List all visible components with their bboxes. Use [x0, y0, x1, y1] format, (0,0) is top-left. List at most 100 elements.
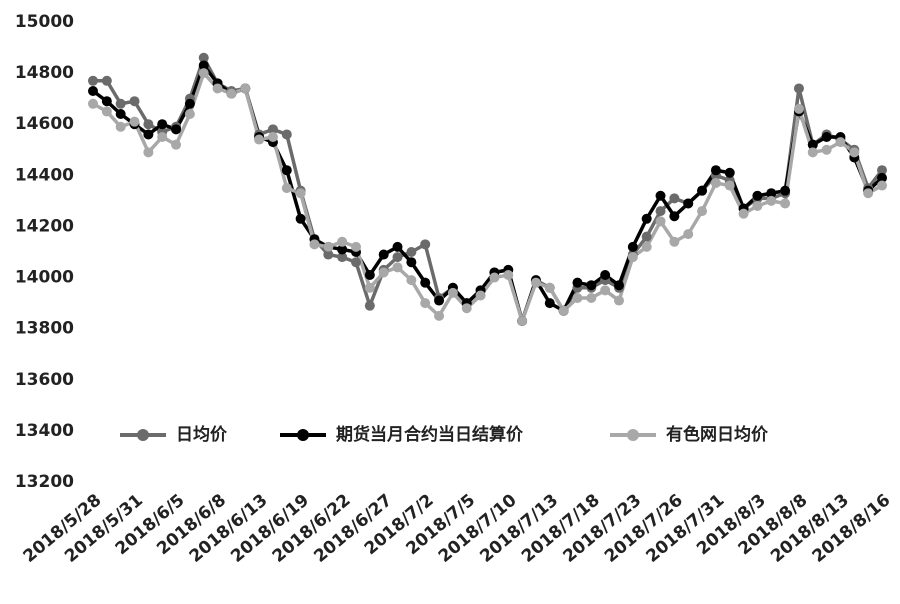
- data-point: [600, 285, 611, 296]
- data-point: [143, 129, 154, 140]
- data-point: [683, 229, 694, 240]
- data-point: [157, 132, 168, 142]
- data-point: [337, 244, 348, 255]
- data-point: [281, 165, 292, 176]
- data-point: [351, 257, 361, 268]
- y-tick-label: 14600: [15, 114, 74, 134]
- data-point: [240, 83, 251, 94]
- data-point: [88, 86, 98, 96]
- data-point: [254, 134, 265, 145]
- data-point: [655, 190, 666, 201]
- data-point: [669, 211, 680, 222]
- series-line: [92, 71, 883, 323]
- data-point: [780, 185, 791, 196]
- data-point: [572, 277, 583, 288]
- data-point: [807, 147, 818, 158]
- data-point: [877, 172, 887, 183]
- data-point: [669, 193, 680, 204]
- data-point: [877, 180, 887, 191]
- data-point: [697, 206, 708, 217]
- data-point: [323, 249, 334, 260]
- data-point: [101, 96, 112, 107]
- data-point: [101, 106, 112, 117]
- data-point: [669, 236, 680, 247]
- data-point: [198, 68, 209, 79]
- data-point: [793, 83, 804, 94]
- data-point: [323, 241, 334, 252]
- data-point: [364, 300, 375, 311]
- data-point: [378, 249, 389, 260]
- data-point: [129, 116, 140, 127]
- data-point: [420, 298, 431, 309]
- data-point: [88, 75, 98, 86]
- y-tick-label: 13400: [15, 421, 74, 441]
- data-point: [475, 290, 486, 301]
- data-point: [406, 275, 417, 286]
- y-tick-label: 13800: [15, 319, 74, 339]
- data-point: [88, 98, 98, 109]
- data-point: [821, 144, 832, 155]
- data-point: [821, 132, 832, 142]
- data-point: [530, 277, 541, 288]
- data-point: [627, 252, 638, 263]
- data-point: [835, 137, 846, 148]
- data-point: [641, 231, 652, 242]
- data-point: [600, 270, 611, 280]
- data-point: [572, 293, 583, 303]
- data-point: [143, 119, 154, 130]
- data-point: [420, 239, 431, 250]
- data-point: [295, 213, 306, 224]
- data-point: [863, 188, 874, 199]
- data-point: [198, 52, 209, 63]
- data-point: [406, 257, 417, 268]
- data-point: [461, 303, 472, 314]
- y-tick-label: 14200: [15, 216, 74, 236]
- data-point: [503, 270, 514, 280]
- data-point: [517, 316, 528, 326]
- data-point: [198, 60, 209, 71]
- data-point: [752, 201, 763, 211]
- data-point: [378, 267, 389, 278]
- data-point: [434, 310, 445, 321]
- data-point: [364, 270, 375, 280]
- data-point: [392, 262, 403, 273]
- data-point: [295, 188, 306, 199]
- data-point: [780, 198, 791, 209]
- data-point: [641, 213, 652, 224]
- legend-label: 期货当月合约当日结算价: [336, 424, 524, 445]
- data-point: [392, 252, 403, 263]
- y-tick-label: 14800: [15, 63, 74, 83]
- data-point: [392, 241, 403, 252]
- y-tick-label: 15000: [15, 12, 74, 32]
- y-tick-label: 14400: [15, 165, 74, 185]
- series-line: [91, 63, 884, 323]
- data-point: [614, 280, 624, 291]
- data-point: [115, 98, 126, 109]
- data-point: [420, 277, 431, 288]
- data-point: [143, 147, 154, 158]
- data-point: [738, 208, 749, 219]
- data-point: [724, 180, 735, 191]
- data-point: [544, 282, 555, 293]
- y-tick-label: 13600: [15, 370, 74, 390]
- data-point: [171, 124, 182, 135]
- data-point: [115, 109, 126, 119]
- data-point: [489, 272, 500, 283]
- data-point: [364, 282, 375, 293]
- data-point: [586, 280, 597, 291]
- data-point: [171, 139, 182, 150]
- data-point: [710, 178, 721, 188]
- data-point: [655, 216, 666, 227]
- data-point: [115, 121, 126, 132]
- data-point: [627, 241, 638, 252]
- data-point: [337, 236, 348, 247]
- data-point: [281, 183, 292, 194]
- data-point: [586, 293, 597, 303]
- data-point: [752, 190, 763, 201]
- data-point: [281, 129, 292, 140]
- data-point: [710, 165, 721, 176]
- data-point: [267, 132, 278, 142]
- data-point: [697, 185, 708, 196]
- legend-marker: [297, 429, 309, 441]
